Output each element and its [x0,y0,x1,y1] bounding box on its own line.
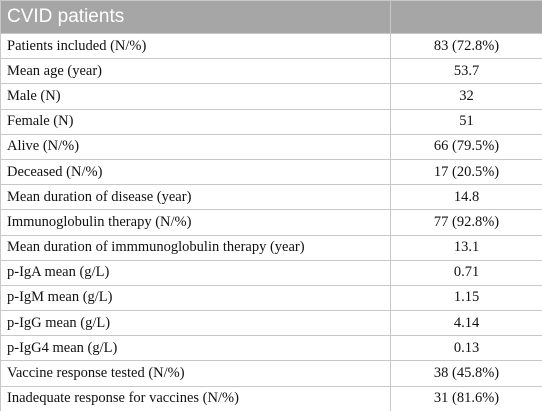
row-label: Alive (N/%) [0,133,391,160]
table-row: Mean duration of disease (year) 14.8 [0,184,542,211]
row-label: Mean duration of immmunoglobulin therapy… [0,234,391,261]
row-label: p-IgG4 mean (g/L) [0,335,391,362]
row-label: Inadequate response for vaccines (N/%) [0,385,391,411]
table-row: Deceased (N/%) 17 (20.5%) [0,158,542,186]
row-label: Male (N) [0,83,391,110]
row-value: 53.7 [390,58,542,85]
table-row: p-IgG4 mean (g/L) 0.13 [0,335,542,362]
header-title: CVID patients [0,0,391,34]
row-value: 32 [390,83,542,110]
row-value: 31 (81.6%) [390,385,542,411]
table-row: Female (N) 51 [0,108,542,135]
row-label: Deceased (N/%) [0,158,391,186]
row-label: Patients included (N/%) [0,32,391,60]
table-row: Male (N) 32 [0,83,542,110]
table-row: Alive (N/%) 66 (79.5%) [0,133,542,160]
row-value: 4.14 [390,310,542,337]
row-label: Female (N) [0,108,391,135]
row-label: Immunoglobulin therapy (N/%) [0,209,391,236]
row-value: 51 [390,108,542,135]
table-row: Inadequate response for vaccines (N/%) 31… [0,385,542,411]
table-row: Vaccine response tested (N/%) 38 (45.8%) [0,360,542,387]
table-row: p-IgG mean (g/L) 4.14 [0,310,542,337]
row-value: 14.8 [390,184,542,211]
row-value: 66 (79.5%) [390,133,542,160]
table-row: Mean age (year) 53.7 [0,58,542,85]
table-row: Immunoglobulin therapy (N/%) 77 (92.8%) [0,209,542,236]
row-value: 0.71 [390,259,542,286]
row-value: 38 (45.8%) [390,360,542,387]
row-value: 0.13 [390,335,542,362]
row-value: 13.1 [390,234,542,261]
header-blank [390,0,542,34]
row-value: 1.15 [390,284,542,312]
row-label: Mean age (year) [0,58,391,85]
table-row: Mean duration of immmunoglobulin therapy… [0,234,542,261]
table-row: Patients included (N/%) 83 (72.8%) [0,32,542,60]
table-body: Patients included (N/%) 83 (72.8%) Mean ag… [0,32,542,411]
row-value: 77 (92.8%) [390,209,542,236]
row-label: p-IgM mean (g/L) [0,284,391,312]
row-value: 83 (72.8%) [390,32,542,60]
row-label: Mean duration of disease (year) [0,184,391,211]
row-label: p-IgA mean (g/L) [0,259,391,286]
table-row: p-IgM mean (g/L) 1.15 [0,284,542,312]
table-row: p-IgA mean (g/L) 0.71 [0,259,542,286]
header-row: CVID patients [0,0,542,34]
row-label: Vaccine response tested (N/%) [0,360,391,387]
row-value: 17 (20.5%) [390,158,542,186]
row-label: p-IgG mean (g/L) [0,310,391,337]
